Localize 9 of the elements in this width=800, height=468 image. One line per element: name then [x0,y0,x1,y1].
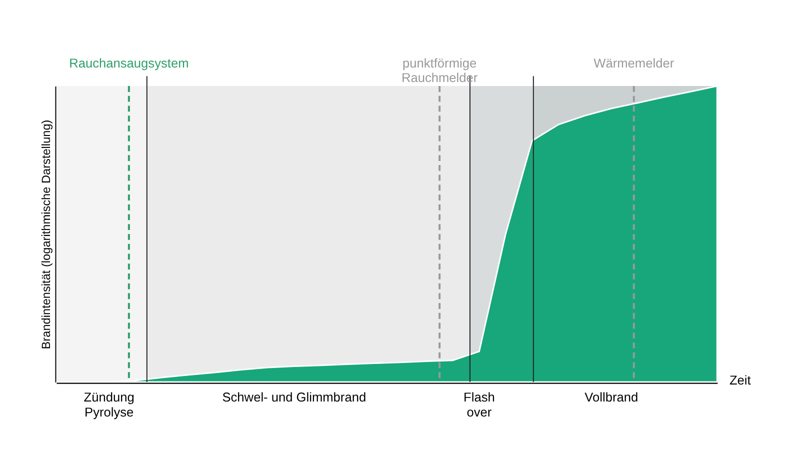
text: Rauchansaugsystem [69,55,189,70]
y-axis-title: Brandintensität (logarithmische Darstellung) [38,120,53,350]
x-tick-label: Schwel- und Glimmbrand [222,390,366,405]
text: Wärmemelder [594,55,675,70]
x-axis-title: Zeit [729,372,752,388]
text: punktförmige Rauchmelder [401,55,478,86]
x-tick-label: Zündung Pyrolyse [84,390,134,420]
x-tick-label: Flash over [464,390,495,420]
x-tick-label: Vollbrand [584,390,638,405]
